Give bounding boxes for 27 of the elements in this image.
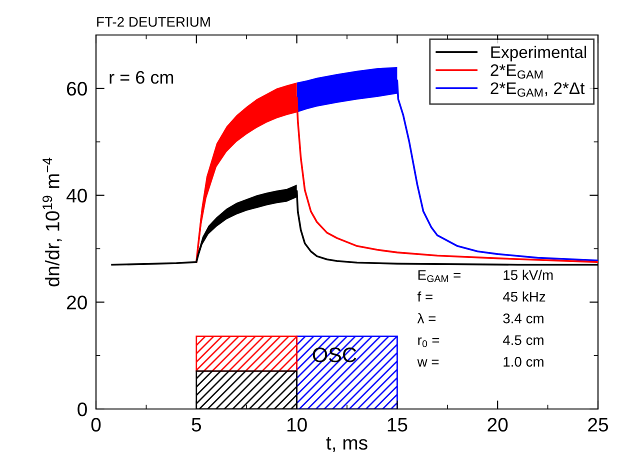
x-tick-label: 25 [588, 418, 608, 432]
annotation: 1.0 cm [504, 356, 544, 367]
annotation: 15 kV/m [504, 270, 553, 280]
annotation: 3.4 cm [503, 314, 544, 324]
y-tick-label: 0 [78, 402, 87, 416]
x-axis-title: t, ms [326, 436, 368, 452]
x-tick-label: 5 [192, 418, 201, 432]
annotation: E$_{GAM}$ = [418, 270, 460, 282]
annotation: 4.5 cm [502, 335, 544, 346]
legend-label: 2*E$_{GAM}$, 2*Δt [490, 82, 585, 97]
y-axis-title: dn/dr, 10$^{19}$ m$^{−4}$ [42, 158, 62, 286]
legend-label: 2*E$_{GAM}$ [490, 64, 543, 79]
chart-title: FT-2 DEUTERIUM [97, 16, 210, 27]
annotation: w = [417, 359, 439, 367]
x-tick-label: 15 [388, 418, 408, 432]
annotation: 45 kHz [502, 291, 546, 302]
x-tick-label: 10 [287, 418, 307, 432]
annotation: λ = [417, 313, 436, 324]
annotation: f = [417, 291, 432, 302]
y-tick-label: 20 [67, 296, 87, 310]
y-tick-label: 40 [66, 188, 87, 203]
y-tick-label: 60 [67, 82, 87, 96]
annotation: r = 6 cm [110, 71, 174, 84]
legend-label: Experimental [491, 46, 586, 62]
x-tick-label: 0 [91, 418, 101, 432]
annotation: r$_{0}$ = [418, 337, 440, 348]
x-tick-label: 20 [488, 418, 508, 432]
